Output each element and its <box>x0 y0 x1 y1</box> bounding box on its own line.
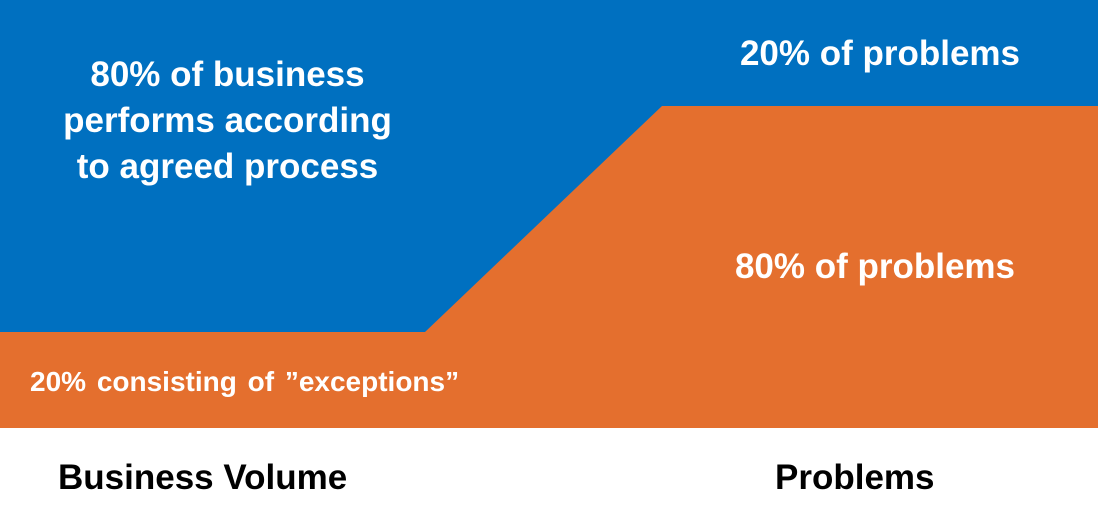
business-majority-label: 80% of business performs according to ag… <box>40 52 415 190</box>
business-majority-line: performs according <box>63 101 392 140</box>
exceptions-region <box>0 106 1098 428</box>
problems-minority-label: 20% of problems <box>739 34 1021 73</box>
problems-axis-label: Problems <box>775 458 935 497</box>
exceptions-label: 20% consisting of ”exceptions” <box>30 366 460 397</box>
business-volume-axis-label: Business Volume <box>58 458 348 497</box>
problems-majority-label: 80% of problems <box>734 247 1016 286</box>
business-majority-line: to agreed process <box>76 147 379 186</box>
business-majority-line: 80% of business <box>90 55 365 94</box>
pareto-diagram <box>0 0 1098 428</box>
